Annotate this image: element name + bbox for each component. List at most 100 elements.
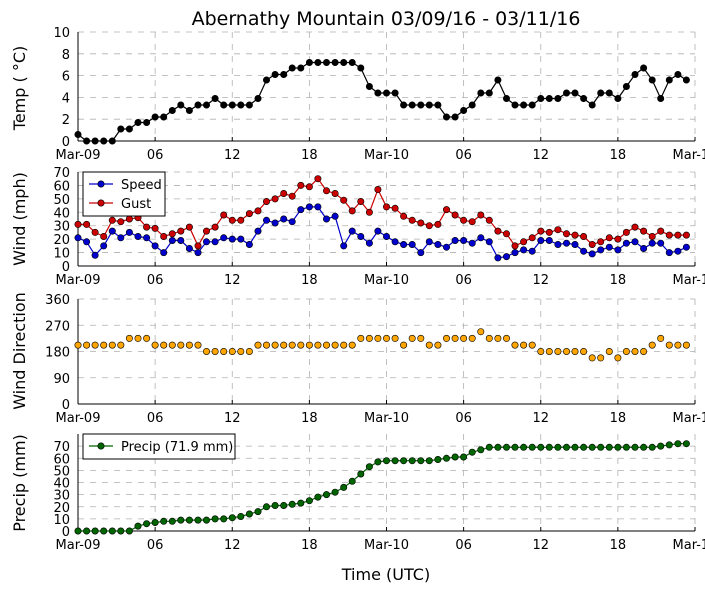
precip-data-point <box>408 457 416 465</box>
wind-data-point <box>203 238 211 246</box>
wind-data-point <box>494 227 502 235</box>
precip-ytick-label: 0 <box>62 525 70 540</box>
wind-data-point <box>605 234 613 242</box>
temp-data-point <box>477 89 485 97</box>
precip-data-point <box>468 448 476 456</box>
wind-data-point <box>108 216 116 224</box>
temp-data-point <box>151 113 159 121</box>
direction-data-point <box>262 341 270 349</box>
wind-data-point <box>228 216 236 224</box>
wind-data-point <box>502 253 510 261</box>
temp-xtick-label: 06 <box>147 148 164 163</box>
precip-data-point <box>91 527 99 535</box>
wind-data-point <box>134 233 142 241</box>
direction-data-point <box>374 334 382 342</box>
wind-data-point <box>614 235 622 243</box>
temp-data-point <box>442 113 450 121</box>
direction-data-point <box>511 341 519 349</box>
wind-xtick-label: Mar-09 <box>56 273 101 288</box>
temp-data-point <box>502 95 510 103</box>
wind-direction-ylabel: Wind Direction <box>10 292 29 410</box>
wind-ytick-label: 40 <box>53 206 70 221</box>
precip-ytick-label: 20 <box>53 501 70 516</box>
direction-data-point <box>143 334 151 342</box>
wind-ytick-label: 10 <box>53 247 70 262</box>
temp-data-point <box>468 101 476 109</box>
direction-data-point <box>245 347 253 355</box>
direction-data-point <box>408 334 416 342</box>
direction-data-point <box>571 347 579 355</box>
direction-data-point <box>125 334 133 342</box>
temp-ytick-label: 6 <box>62 70 70 85</box>
temp-xtick-label: Mar-11 <box>673 148 705 163</box>
temp-data-point <box>485 89 493 97</box>
temp-data-point <box>374 89 382 97</box>
wind-data-point <box>314 175 322 183</box>
wind-data-point <box>91 251 99 259</box>
precip-ytick-label: 70 <box>53 440 70 455</box>
precip-ytick-label: 60 <box>53 452 70 467</box>
temp-data-point <box>108 137 116 145</box>
direction-data-point <box>657 334 665 342</box>
temp-data-point <box>425 101 433 109</box>
precip-data-point <box>348 477 356 485</box>
wind-data-point <box>117 218 125 226</box>
direction-xtick-label: 12 <box>532 411 549 426</box>
temp-data-point <box>400 101 408 109</box>
wind-data-point <box>194 249 202 257</box>
wind-xtick-label: 06 <box>147 273 164 288</box>
wind-legend-label: Speed <box>121 178 162 193</box>
wind-data-point <box>237 235 245 243</box>
temp-data-point <box>262 76 270 84</box>
temp-data-point <box>520 101 528 109</box>
direction-xtick-label: Mar-10 <box>364 411 409 426</box>
wind-data-point <box>674 231 682 239</box>
wind-data-point <box>665 231 673 239</box>
temp-data-point <box>597 89 605 97</box>
temp-data-point <box>665 76 673 84</box>
wind-data-point <box>537 227 545 235</box>
wind-data-point <box>228 235 236 243</box>
direction-xtick-label: Mar-09 <box>56 411 101 426</box>
direction-data-point <box>220 347 228 355</box>
temp-data-point <box>382 89 390 97</box>
wind-data-point <box>640 245 648 253</box>
wind-data-point <box>160 233 168 241</box>
precip-data-point <box>280 501 288 509</box>
wind-ytick-label: 20 <box>53 233 70 248</box>
temp-data-point <box>211 95 219 103</box>
temp-data-point <box>340 58 348 66</box>
precip-data-point <box>520 443 528 451</box>
wind-data-point <box>331 212 339 220</box>
wind-data-point <box>143 234 151 242</box>
precip-data-point <box>83 527 91 535</box>
direction-data-point <box>108 341 116 349</box>
wind-data-point <box>545 237 553 245</box>
wind-data-point <box>434 241 442 249</box>
wind-data-point <box>262 198 270 206</box>
wind-data-point <box>468 239 476 247</box>
direction-data-point <box>485 334 493 342</box>
direction-data-point <box>682 341 690 349</box>
temp-data-point <box>605 89 613 97</box>
wind-data-point <box>297 181 305 189</box>
precip-data-point <box>314 493 322 501</box>
temp-data-point <box>125 125 133 133</box>
precip-data-point <box>177 516 185 524</box>
temp-data-point <box>357 64 365 72</box>
temp-data-point <box>83 137 91 145</box>
direction-data-point <box>674 341 682 349</box>
temp-data-point <box>322 58 330 66</box>
wind-data-point <box>597 246 605 254</box>
wind-data-point <box>305 183 313 191</box>
temp-ytick-label: 10 <box>53 26 70 41</box>
direction-data-point <box>442 334 450 342</box>
temp-data-point <box>117 125 125 133</box>
direction-data-point <box>605 347 613 355</box>
wind-data-point <box>74 234 82 242</box>
temp-data-point <box>331 58 339 66</box>
wind-data-point <box>562 239 570 247</box>
wind-data-point <box>622 228 630 236</box>
precip-xtick-label: Mar-10 <box>364 538 409 553</box>
wind-data-point <box>254 207 262 215</box>
